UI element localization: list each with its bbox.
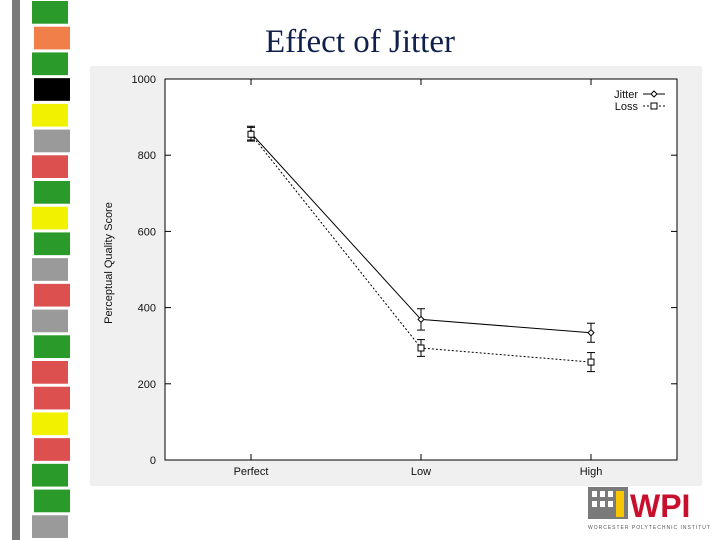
stripe-block (34, 283, 70, 307)
stripe-edge (12, 0, 20, 540)
legend-label: Jitter (614, 89, 638, 101)
stripe-block (32, 103, 68, 127)
wpi-wordmark: WPI (630, 488, 690, 524)
stripe-block (32, 463, 68, 487)
data-point-square (650, 102, 658, 110)
y-axis-title: Perceptual Quality Score (103, 202, 115, 324)
slide-title: Effect of Jitter (265, 24, 455, 60)
data-point-square (417, 344, 425, 352)
data-point-diamond (417, 315, 425, 324)
stripe-block (32, 515, 68, 538)
stripe-block (32, 155, 68, 178)
stripe-block (34, 181, 70, 204)
stripe-block (32, 1, 68, 24)
wpi-subtitle: WORCESTER POLYTECHNIC INSTITUTE (588, 525, 710, 531)
chart-panel: Perceptual Quality Score Jitter Loss 0 200… (90, 66, 702, 486)
legend-label: Loss (615, 101, 639, 113)
stripe-block (32, 361, 68, 384)
stripe-block (32, 52, 68, 76)
wpi-logo: WPI WORCESTER POLYTECHNIC INSTITUTE (588, 487, 710, 531)
stripe-block (34, 232, 70, 256)
data-point-diamond (587, 329, 595, 337)
stripe-block (34, 489, 70, 513)
stripe-block (32, 258, 68, 281)
y-tick-label: 200 (138, 379, 156, 391)
data-point-square (247, 130, 255, 138)
y-tick-label: 0 (150, 455, 156, 467)
building-icon (588, 487, 628, 519)
x-tick-label: High (580, 466, 603, 478)
stripe-block (32, 412, 68, 436)
y-tick-label: 400 (138, 303, 156, 315)
decorative-color-stripe (12, 0, 70, 540)
plot-area (164, 78, 678, 461)
stripe-block (34, 129, 70, 153)
stripe-block (32, 309, 68, 333)
y-tick-label: 1000 (132, 74, 156, 86)
stripe-block (34, 335, 70, 358)
stripe-block (34, 438, 70, 461)
data-point-square (587, 358, 595, 366)
y-tick-label: 800 (138, 150, 156, 162)
stripe-block (34, 78, 70, 101)
stripe-block (34, 26, 70, 50)
stripe-block (34, 386, 70, 410)
y-tick-label: 600 (138, 226, 156, 238)
x-tick-label: Low (411, 466, 431, 478)
stripe-block (32, 206, 68, 230)
x-tick-label: Perfect (234, 466, 269, 478)
data-point-diamond (650, 90, 658, 98)
